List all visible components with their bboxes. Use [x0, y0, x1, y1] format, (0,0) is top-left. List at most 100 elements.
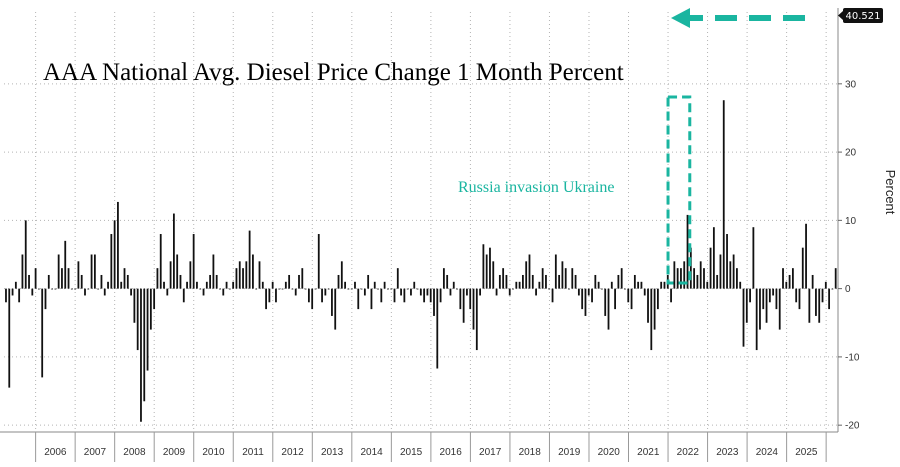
- dashed-arrow-icon: [671, 8, 805, 28]
- bar: [140, 288, 142, 422]
- bar: [219, 288, 221, 290]
- bar: [327, 288, 330, 290]
- bar: [393, 288, 396, 303]
- bar: [373, 281, 376, 289]
- bar: [775, 288, 778, 310]
- bar: [495, 288, 498, 296]
- bar: [719, 254, 722, 289]
- bar: [350, 288, 353, 290]
- x-tick-label: 2017: [479, 447, 502, 458]
- bar: [281, 288, 284, 290]
- bar: [199, 288, 202, 290]
- bar: [712, 227, 715, 289]
- bar: [100, 274, 103, 289]
- bar: [261, 281, 264, 289]
- bar: [363, 288, 366, 296]
- bar: [31, 288, 34, 296]
- bar: [291, 288, 294, 290]
- bar: [459, 288, 462, 310]
- bar: [117, 201, 119, 289]
- bar: [28, 274, 30, 289]
- bar: [538, 281, 541, 289]
- bar: [469, 288, 472, 310]
- bar: [472, 288, 475, 330]
- bar: [133, 288, 136, 323]
- bar: [163, 281, 165, 289]
- bar: [739, 281, 742, 289]
- bar: [429, 288, 432, 303]
- bar: [205, 281, 208, 289]
- bar: [126, 274, 129, 289]
- bar: [252, 254, 254, 289]
- bar: [5, 288, 7, 303]
- bar: [597, 281, 600, 289]
- x-tick-label: 2006: [44, 447, 67, 458]
- bar: [396, 268, 399, 289]
- bar: [80, 274, 83, 289]
- last-value-label: 40.521: [846, 11, 881, 22]
- bar: [61, 268, 63, 289]
- annotation-box: [666, 95, 692, 285]
- bar: [811, 274, 814, 289]
- bar: [136, 288, 139, 351]
- bar: [791, 268, 794, 289]
- bar: [304, 288, 307, 290]
- bar: [159, 234, 162, 289]
- bar: [587, 288, 590, 296]
- bar: [172, 213, 175, 289]
- bar: [410, 288, 412, 296]
- bar: [726, 234, 728, 289]
- bar: [209, 274, 212, 289]
- bar: [179, 274, 182, 289]
- bar: [482, 244, 485, 289]
- bar: [749, 288, 751, 303]
- bar: [762, 288, 765, 310]
- bar: [594, 274, 597, 289]
- bar: [387, 288, 389, 290]
- bar: [656, 288, 659, 310]
- bar: [442, 268, 445, 289]
- y-tick-label: -10: [845, 352, 860, 363]
- bar: [47, 274, 50, 289]
- bar: [255, 288, 258, 290]
- bar: [123, 268, 126, 289]
- bar: [528, 254, 531, 289]
- x-tick-label: 2008: [123, 447, 146, 458]
- bar: [689, 247, 692, 289]
- bar: [525, 261, 528, 289]
- bar: [344, 281, 347, 289]
- bar: [548, 288, 551, 290]
- bar: [298, 274, 300, 289]
- bar: [564, 268, 567, 289]
- bar: [8, 288, 11, 388]
- bar: [153, 288, 156, 310]
- bar: [683, 261, 686, 289]
- last-value-badge: 40.521: [838, 8, 883, 23]
- bar: [633, 274, 636, 289]
- bar: [729, 261, 732, 289]
- bar: [24, 220, 27, 289]
- bar: [620, 268, 623, 289]
- bar: [113, 220, 116, 289]
- x-tick-label: 2025: [795, 447, 818, 458]
- bar: [331, 288, 333, 316]
- x-tick-label: 2014: [360, 447, 383, 458]
- bar: [235, 268, 238, 289]
- bar: [176, 254, 179, 289]
- chart-title: AAA National Avg. Diesel Price Change 1 …: [43, 59, 624, 86]
- bar: [650, 288, 653, 351]
- bar: [492, 261, 495, 289]
- bar: [268, 288, 271, 303]
- bar: [640, 281, 643, 289]
- bar: [433, 288, 435, 316]
- bar: [225, 281, 228, 289]
- bar: [722, 100, 725, 289]
- bar: [321, 288, 323, 303]
- bar: [577, 288, 580, 296]
- bar: [21, 254, 24, 289]
- bar: [189, 261, 192, 289]
- bar: [709, 247, 712, 289]
- y-tick-label: 20: [845, 148, 857, 159]
- bar: [663, 281, 666, 289]
- bar: [452, 281, 455, 289]
